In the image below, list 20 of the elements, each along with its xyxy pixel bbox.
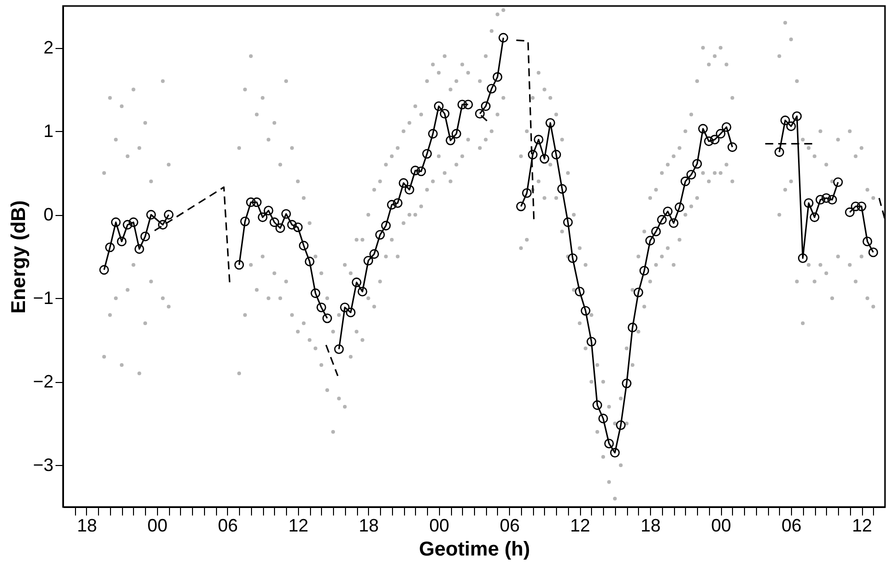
y-tick-label: −2 [32, 371, 54, 392]
x-tick-label: 06 [500, 516, 520, 536]
x-tick-label: 18 [640, 516, 661, 536]
x-tick-label: 06 [782, 516, 802, 536]
x-axis-title: Geotime (h) [418, 538, 530, 560]
y-tick-label: −3 [32, 454, 54, 475]
x-tick-label: 18 [76, 516, 97, 536]
y-tick-label: 2 [43, 37, 54, 58]
x-tick-label: 12 [288, 516, 308, 536]
x-tick-label: 12 [852, 516, 872, 536]
y-axis-title: Energy (dB) [8, 200, 30, 314]
x-tick-label: 00 [711, 516, 732, 536]
y-tick-label: −1 [32, 288, 54, 308]
x-tick-label: 00 [147, 516, 168, 536]
y-tick-label: 0 [43, 204, 54, 224]
y-tick-label: 1 [43, 120, 54, 141]
x-tick-label: 12 [570, 516, 590, 536]
x-tick-label: 06 [218, 516, 238, 536]
x-tick-label: 00 [429, 516, 450, 536]
x-tick-label: 18 [358, 516, 379, 536]
